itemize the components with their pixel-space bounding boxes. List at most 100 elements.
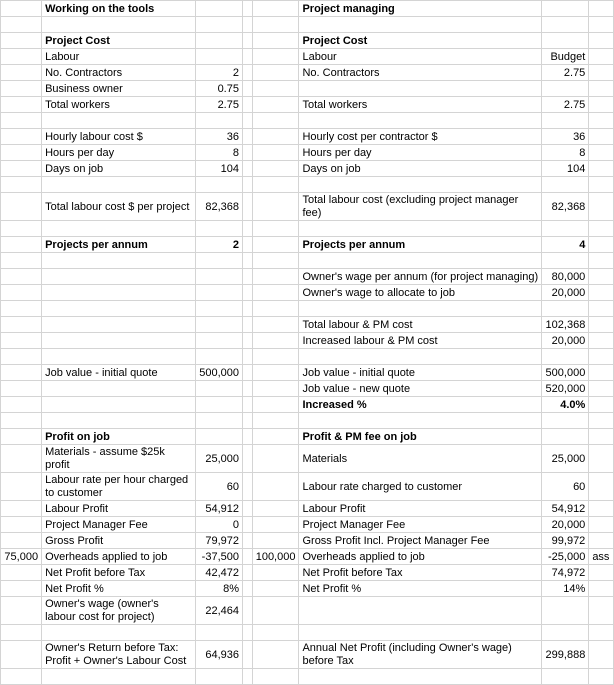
right-pm-fee-label[interactable]: Project Manager Fee bbox=[299, 517, 542, 533]
left-contractors-label[interactable]: No. Contractors bbox=[42, 65, 196, 81]
left-contractors-value[interactable]: 2 bbox=[195, 65, 242, 81]
right-hourly-cost-value[interactable]: 36 bbox=[542, 129, 589, 145]
right-project-cost[interactable]: Project Cost bbox=[299, 33, 542, 49]
left-overheads-value[interactable]: -37,500 bbox=[195, 549, 242, 565]
left-total-workers-label[interactable]: Total workers bbox=[42, 97, 196, 113]
left-total-labour-value[interactable]: 82,368 bbox=[195, 193, 242, 221]
right-overheads-label[interactable]: Overheads applied to job bbox=[299, 549, 542, 565]
right-owner-wage-pa-value[interactable]: 80,000 bbox=[542, 269, 589, 285]
right-materials-value[interactable]: 25,000 bbox=[542, 445, 589, 473]
left-projects-pa-label[interactable]: Projects per annum bbox=[42, 237, 196, 253]
right-net-before-tax-label[interactable]: Net Profit before Tax bbox=[299, 565, 542, 581]
right-increased-pct-label[interactable]: Increased % bbox=[299, 397, 542, 413]
right-header[interactable]: Project managing bbox=[299, 1, 542, 17]
left-hours-day-value[interactable]: 8 bbox=[195, 145, 242, 161]
left-owner-return-value[interactable]: 64,936 bbox=[195, 641, 242, 669]
right-profit-header[interactable]: Profit & PM fee on job bbox=[299, 429, 542, 445]
spreadsheet[interactable]: Working on the tools Project managing Pr… bbox=[0, 0, 614, 685]
right-labour-rate-label[interactable]: Labour rate charged to customer bbox=[299, 473, 542, 501]
right-net-before-tax-value[interactable]: 74,972 bbox=[542, 565, 589, 581]
right-total-workers-value[interactable]: 2.75 bbox=[542, 97, 589, 113]
left-pm-fee-value[interactable]: 0 bbox=[195, 517, 242, 533]
right-job-value-new-label[interactable]: Job value - new quote bbox=[299, 381, 542, 397]
right-job-value-label[interactable]: Job value - initial quote bbox=[299, 365, 542, 381]
left-profit-header[interactable]: Profit on job bbox=[42, 429, 196, 445]
right-materials-label[interactable]: Materials bbox=[299, 445, 542, 473]
left-business-owner-value[interactable]: 0.75 bbox=[195, 81, 242, 97]
left-project-cost[interactable]: Project Cost bbox=[42, 33, 196, 49]
right-overheads-pre[interactable]: 100,000 bbox=[252, 549, 299, 565]
right-hourly-cost-label[interactable]: Hourly cost per contractor $ bbox=[299, 129, 542, 145]
left-business-owner-label[interactable]: Business owner bbox=[42, 81, 196, 97]
right-incr-labour-label[interactable]: Increased labour & PM cost bbox=[299, 333, 542, 349]
right-increased-pct-value[interactable]: 4.0% bbox=[542, 397, 589, 413]
left-labour[interactable]: Labour bbox=[42, 49, 196, 65]
left-materials-value[interactable]: 25,000 bbox=[195, 445, 242, 473]
right-labour[interactable]: Labour bbox=[299, 49, 542, 65]
left-hourly-cost-label[interactable]: Hourly labour cost $ bbox=[42, 129, 196, 145]
right-job-value-new-value[interactable]: 520,000 bbox=[542, 381, 589, 397]
right-gross-profit-label[interactable]: Gross Profit Incl. Project Manager Fee bbox=[299, 533, 542, 549]
left-gross-profit-value[interactable]: 79,972 bbox=[195, 533, 242, 549]
left-net-pct-label[interactable]: Net Profit % bbox=[42, 581, 196, 597]
right-budget[interactable]: Budget bbox=[542, 49, 589, 65]
left-overheads-pre[interactable]: 75,000 bbox=[1, 549, 42, 565]
right-gross-profit-value[interactable]: 99,972 bbox=[542, 533, 589, 549]
right-net-pct-label[interactable]: Net Profit % bbox=[299, 581, 542, 597]
left-pm-fee-label[interactable]: Project Manager Fee bbox=[42, 517, 196, 533]
right-hours-day-value[interactable]: 8 bbox=[542, 145, 589, 161]
left-labour-profit-label[interactable]: Labour Profit bbox=[42, 501, 196, 517]
right-projects-pa-label[interactable]: Projects per annum bbox=[299, 237, 542, 253]
left-labour-profit-value[interactable]: 54,912 bbox=[195, 501, 242, 517]
right-total-labour-pm-label[interactable]: Total labour & PM cost bbox=[299, 317, 542, 333]
right-incr-labour-value[interactable]: 20,000 bbox=[542, 333, 589, 349]
cell[interactable] bbox=[1, 1, 42, 17]
right-contractors-label[interactable]: No. Contractors bbox=[299, 65, 542, 81]
left-hours-day-label[interactable]: Hours per day bbox=[42, 145, 196, 161]
left-days-job-label[interactable]: Days on job bbox=[42, 161, 196, 177]
left-net-before-tax-label[interactable]: Net Profit before Tax bbox=[42, 565, 196, 581]
right-owner-wage-pa-label[interactable]: Owner's wage per annum (for project mana… bbox=[299, 269, 542, 285]
left-net-pct-value[interactable]: 8% bbox=[195, 581, 242, 597]
left-total-workers-value[interactable]: 2.75 bbox=[195, 97, 242, 113]
left-job-value-label[interactable]: Job value - initial quote bbox=[42, 365, 196, 381]
left-total-labour-label[interactable]: Total labour cost $ per project bbox=[42, 193, 196, 221]
left-header[interactable]: Working on the tools bbox=[42, 1, 196, 17]
right-owner-wage-alloc-value[interactable]: 20,000 bbox=[542, 285, 589, 301]
right-annual-np-label[interactable]: Annual Net Profit (including Owner's wag… bbox=[299, 641, 542, 669]
left-owner-return-label[interactable]: Owner's Return before Tax: Profit + Owne… bbox=[42, 641, 196, 669]
right-projects-pa-value[interactable]: 4 bbox=[542, 237, 589, 253]
right-days-job-label[interactable]: Days on job bbox=[299, 161, 542, 177]
right-labour-rate-value[interactable]: 60 bbox=[542, 473, 589, 501]
left-labour-rate-label[interactable]: Labour rate per hour charged to customer bbox=[42, 473, 196, 501]
right-total-labour-value[interactable]: 82,368 bbox=[542, 193, 589, 221]
left-job-value-value[interactable]: 500,000 bbox=[195, 365, 242, 381]
right-labour-profit-value[interactable]: 54,912 bbox=[542, 501, 589, 517]
cell[interactable] bbox=[242, 1, 252, 17]
left-projects-pa-value[interactable]: 2 bbox=[195, 237, 242, 253]
left-overheads-label[interactable]: Overheads applied to job bbox=[42, 549, 196, 565]
left-days-job-value[interactable]: 104 bbox=[195, 161, 242, 177]
left-gross-profit-label[interactable]: Gross Profit bbox=[42, 533, 196, 549]
right-overheads-value[interactable]: -25,000 bbox=[542, 549, 589, 565]
right-overheads-post[interactable]: ass bbox=[589, 549, 614, 565]
right-pm-fee-value[interactable]: 20,000 bbox=[542, 517, 589, 533]
cell[interactable] bbox=[589, 1, 614, 17]
left-owner-wage-value[interactable]: 22,464 bbox=[195, 597, 242, 625]
right-total-labour-label[interactable]: Total labour cost (excluding project man… bbox=[299, 193, 542, 221]
right-labour-profit-label[interactable]: Labour Profit bbox=[299, 501, 542, 517]
left-net-before-tax-value[interactable]: 42,472 bbox=[195, 565, 242, 581]
left-owner-wage-label[interactable]: Owner's wage (owner's labour cost for pr… bbox=[42, 597, 196, 625]
right-contractors-value[interactable]: 2.75 bbox=[542, 65, 589, 81]
right-annual-np-value[interactable]: 299,888 bbox=[542, 641, 589, 669]
left-labour-rate-value[interactable]: 60 bbox=[195, 473, 242, 501]
cell[interactable] bbox=[252, 1, 299, 17]
cell[interactable] bbox=[542, 1, 589, 17]
left-hourly-cost-value[interactable]: 36 bbox=[195, 129, 242, 145]
left-materials-label[interactable]: Materials - assume $25k profit bbox=[42, 445, 196, 473]
right-job-value-value[interactable]: 500,000 bbox=[542, 365, 589, 381]
right-owner-wage-alloc-label[interactable]: Owner's wage to allocate to job bbox=[299, 285, 542, 301]
right-days-job-value[interactable]: 104 bbox=[542, 161, 589, 177]
right-total-workers-label[interactable]: Total workers bbox=[299, 97, 542, 113]
right-hours-day-label[interactable]: Hours per day bbox=[299, 145, 542, 161]
